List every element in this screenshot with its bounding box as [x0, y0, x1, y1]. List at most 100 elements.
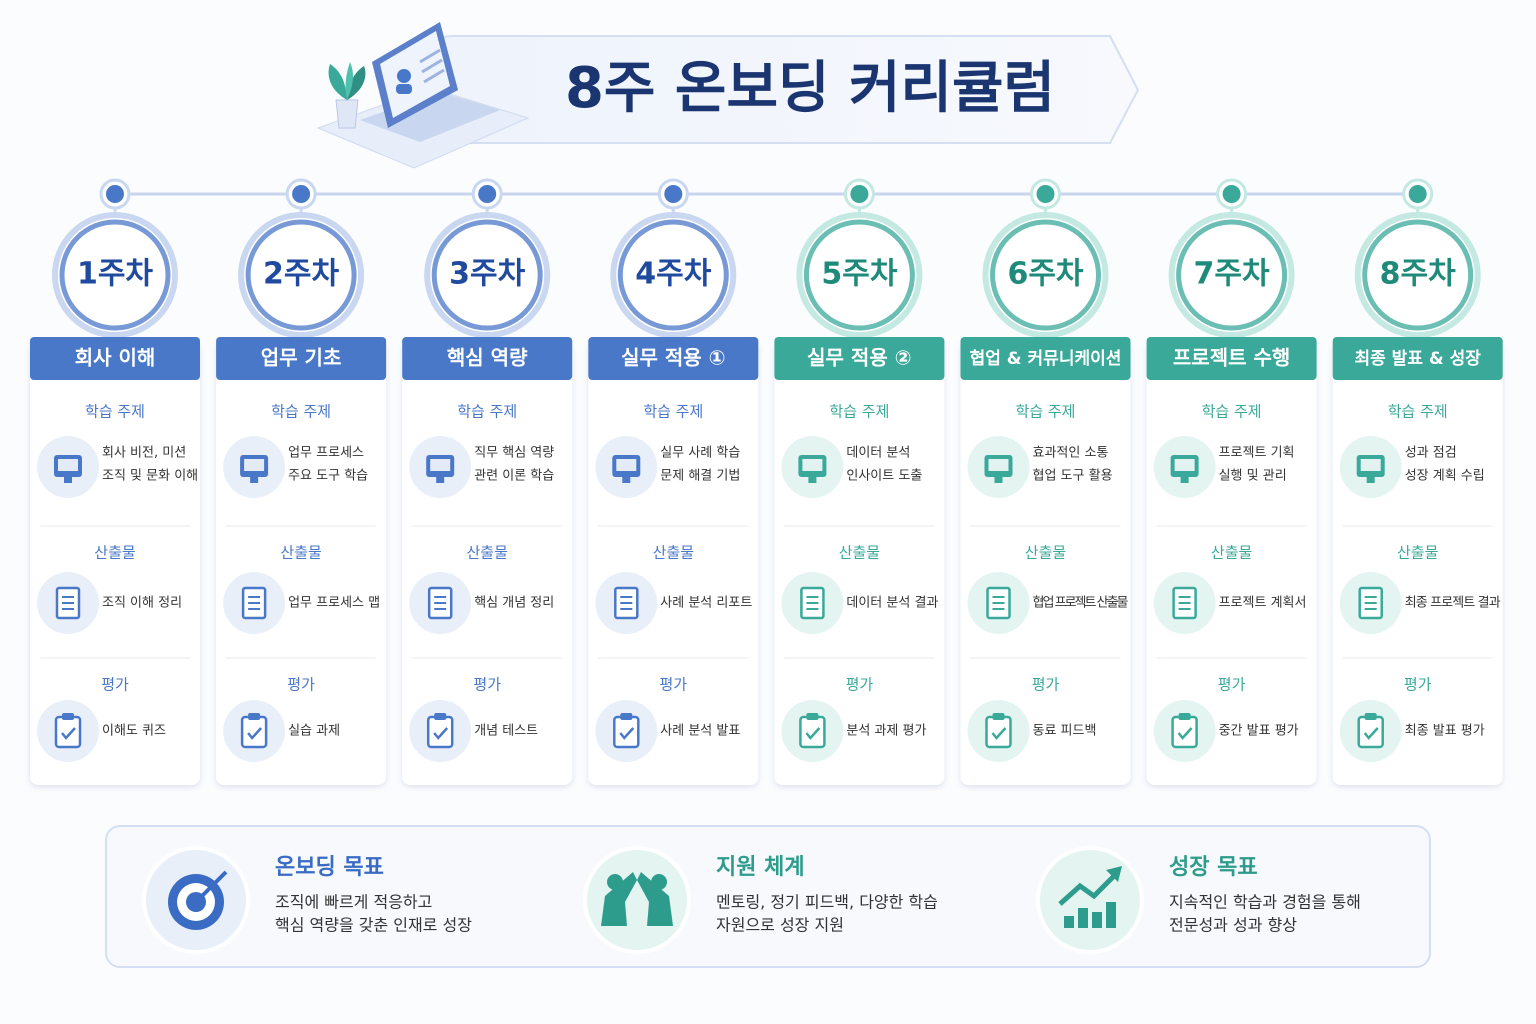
theme-title: 협업 & 커뮤니케이션 [970, 348, 1122, 369]
topic-text: 데이터 분석 [846, 446, 910, 461]
icon [433, 727, 449, 740]
icon [802, 459, 823, 471]
eval-text: 사례 분석 발표 [660, 724, 740, 739]
section-label: 학습 주제 [643, 403, 703, 421]
theme-header [960, 337, 1131, 380]
theme-header [30, 337, 200, 380]
timeline-dot [850, 185, 869, 203]
section-label: 학습 주제 [1388, 403, 1448, 421]
eval-text: 실습 과제 [288, 724, 340, 739]
icon [1364, 713, 1377, 720]
icon [54, 715, 82, 749]
timeline-dot [1036, 185, 1055, 203]
topic-text: 실행 및 관리 [1219, 468, 1287, 484]
theme-title: 업무 기초 [261, 346, 342, 370]
footer-icon [1092, 912, 1102, 928]
output-text: 핵심 개념 정리 [474, 596, 554, 611]
theme-header [1146, 337, 1317, 380]
week-label: 6주차 [1007, 257, 1083, 292]
footer-icon [1106, 866, 1122, 882]
week-ring [1362, 219, 1474, 331]
footer-icon [1064, 916, 1074, 928]
theme-header [1332, 337, 1503, 380]
icon [1366, 477, 1375, 483]
theme-header [774, 337, 945, 380]
page-title: 8주 온보딩 커리큘럼 [565, 56, 1055, 121]
topic-text: 인사이트 도출 [846, 469, 922, 484]
output-text: 프로젝트 계획서 [1219, 596, 1307, 611]
section-label: 평가 [1218, 676, 1246, 694]
icon [426, 715, 454, 749]
icon [1357, 715, 1384, 749]
output-text: 사례 분석 리포트 [660, 596, 752, 611]
timeline-dot [292, 185, 311, 203]
footer-text: 전문성과 성과 향상 [1169, 916, 1297, 935]
output-text: 조직 이해 정리 [102, 596, 182, 611]
theme-title: 프로젝트 수행 [1173, 346, 1290, 370]
section-label: 평가 [473, 676, 501, 694]
icon [799, 715, 826, 749]
topic-text: 프로젝트 기획 [1219, 446, 1295, 461]
footer-icon-bg [1036, 846, 1144, 954]
icon [992, 713, 1005, 720]
eval-text: 중간 발표 평가 [1219, 724, 1299, 739]
section-label: 평가 [846, 676, 874, 694]
topic-text: 효과적인 소통 [1033, 446, 1109, 461]
icon [248, 713, 261, 720]
week-ring [803, 219, 915, 331]
icon [1171, 715, 1198, 749]
footer-icon-bg [583, 846, 691, 954]
topic-text: 성과 점검 [1405, 446, 1457, 461]
footer-text: 핵심 역량을 갖춘 인재로 성장 [275, 916, 472, 935]
section-label: 산출물 [839, 544, 880, 562]
section-label: 평가 [659, 676, 687, 694]
section-label: 평가 [1032, 676, 1060, 694]
icon [1363, 727, 1379, 740]
section-label: 학습 주제 [1202, 403, 1262, 421]
section-label: 평가 [287, 676, 315, 694]
timeline-dot [1222, 185, 1241, 203]
icon [991, 727, 1007, 740]
week-ring [617, 219, 729, 331]
timeline-dot [106, 185, 124, 203]
footer-title: 지원 체계 [716, 855, 805, 880]
icon [58, 459, 78, 471]
icon [247, 727, 263, 740]
section-label: 산출물 [1211, 544, 1252, 562]
eval-text: 분석 과제 평가 [846, 724, 926, 739]
output-text: 업무 프로세스 맵 [288, 596, 380, 611]
week-label: 8주차 [1380, 257, 1456, 292]
footer-icon [194, 870, 228, 904]
section-label: 학습 주제 [457, 403, 517, 421]
topic-text: 성장 계획 수립 [1405, 469, 1485, 484]
section-label: 산출물 [653, 544, 694, 562]
topic-text: 업무 프로세스 [288, 446, 364, 461]
icon [622, 477, 631, 483]
topic-text: 조직 및 문화 이해 [102, 469, 198, 484]
output-text: 데이터 분석 결과 [846, 596, 938, 611]
topic-text: 실무 사례 학습 [660, 446, 740, 461]
theme-title: 실무 적용 ② [807, 346, 911, 370]
week-label: 3주차 [449, 257, 525, 292]
icon [244, 459, 265, 471]
footer-title: 성장 목표 [1169, 855, 1258, 880]
output-text: 협업 프로젝트 산출물 [1033, 596, 1129, 611]
footer-title: 온보딩 목표 [275, 855, 384, 880]
topic-text: 직무 핵심 역량 [474, 446, 554, 461]
theme-header [588, 337, 759, 380]
footer-icon [1078, 908, 1088, 928]
icon [1178, 713, 1191, 720]
week-ring [59, 219, 171, 331]
section-label: 산출물 [94, 544, 135, 562]
eval-text: 최종 발표 평가 [1405, 724, 1485, 739]
eval-text: 이해도 퀴즈 [102, 724, 166, 739]
eval-text: 동료 피드백 [1033, 724, 1097, 739]
icon [985, 715, 1012, 749]
footer-icon [637, 872, 673, 926]
week-label: 1주차 [77, 257, 153, 292]
section-label: 학습 주제 [829, 403, 889, 421]
week-label: 5주차 [821, 257, 897, 292]
section-label: 산출물 [280, 544, 321, 562]
laptop-illustration [316, 22, 530, 169]
icon [619, 727, 635, 740]
